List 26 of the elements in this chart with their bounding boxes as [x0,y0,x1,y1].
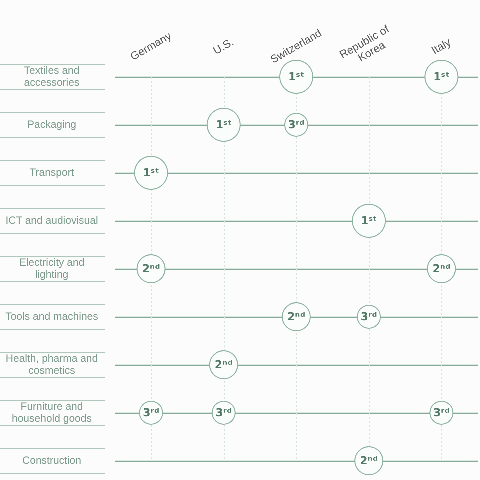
x-tick-label: Italy [430,36,454,58]
data-label: 3ʳᵈ [360,310,378,324]
y-tick-label: Transport [30,167,74,179]
data-label: 3ʳᵈ [288,118,305,132]
y-tick-label: Construction [22,455,82,467]
y-tick-label: Packaging [27,119,77,131]
y-tick-label: Tools and machines [6,311,98,323]
y-tick-label: Electricity and lighting [19,257,85,281]
y-tick-label: Textiles and accessories [24,65,80,89]
data-label: 1ˢᵗ [143,166,160,180]
y-tick-label: ICT and audiovisual [6,215,98,227]
data-label: 2ⁿᵈ [432,262,451,276]
data-label: 1ˢᵗ [361,214,378,228]
data-label: 1ˢᵗ [216,118,232,132]
x-tick-label: U.S. [212,36,236,58]
data-label: 2ⁿᵈ [142,262,160,276]
y-tick-label: Furniture and household goods [12,401,92,425]
data-label: 2ⁿᵈ [214,358,233,372]
data-label: 1ˢᵗ [434,70,450,84]
data-label: 3ʳᵈ [216,406,232,420]
data-label: 2ⁿᵈ [360,454,378,468]
data-label: 1ˢᵗ [288,70,305,84]
data-label: 3ʳᵈ [143,406,160,420]
data-label: 3ʳᵈ [433,406,450,420]
data-label: 2ⁿᵈ [288,310,306,324]
y-tick-label: Health, pharma and cosmetics [6,353,98,377]
